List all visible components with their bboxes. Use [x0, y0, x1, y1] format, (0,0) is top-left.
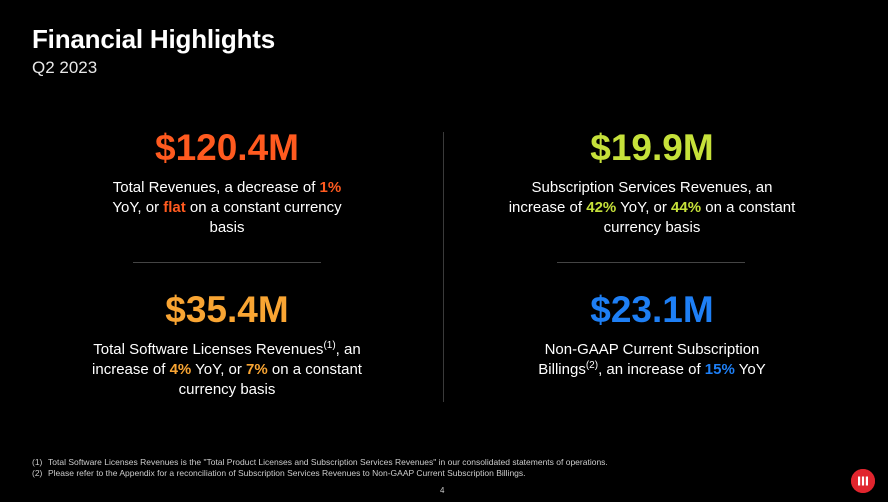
metric-description: Total Software Licenses Revenues(1), an …	[77, 340, 377, 400]
desc-text: on a constant currency basis	[185, 199, 342, 236]
footnote-number: (1)	[32, 457, 43, 467]
right-horizontal-divider	[557, 262, 745, 263]
desc-text: , an increase of	[598, 361, 705, 378]
footnote-2: (2) Please refer to the Appendix for a re…	[32, 468, 608, 479]
highlight-constant-currency: 7%	[246, 361, 268, 378]
metric-value: $35.4M	[165, 289, 289, 330]
footnote-ref: (1)	[323, 340, 336, 351]
desc-text: YoY	[734, 361, 766, 378]
footnotes: (1) Total Software Licenses Revenues is t…	[32, 457, 608, 479]
metric-value: $120.4M	[155, 127, 299, 168]
footnote-ref: (2)	[585, 360, 599, 371]
desc-text: on a constant currency basis	[603, 199, 796, 236]
metric-value: $23.1M	[590, 289, 714, 330]
footnote-text: Total Software Licenses Revenues is the …	[48, 457, 608, 467]
desc-text: , an increase of	[92, 341, 361, 378]
desc-text: Non-GAAP Current Subscription Billings	[538, 341, 760, 378]
metric-subscription-services: $19.9M Subscription Services Revenues, a…	[502, 128, 802, 238]
metric-value: $19.9M	[590, 127, 714, 168]
highlight-constant-currency: 44%	[671, 199, 702, 216]
microstrategy-logo-icon	[851, 469, 875, 493]
highlight-yoy: 15%	[704, 361, 735, 378]
metric-total-revenues: $120.4M Total Revenues, a decrease of 1%…	[77, 128, 377, 238]
highlight-yoy: 42%	[586, 199, 617, 216]
desc-text: Total Software Licenses Revenues	[93, 341, 324, 358]
vertical-divider	[443, 132, 444, 402]
metric-description: Subscription Services Revenues, an incre…	[502, 178, 802, 238]
footnote-text: Please refer to the Appendix for a recon…	[48, 468, 526, 478]
left-horizontal-divider	[133, 262, 321, 263]
metric-description: Total Revenues, a decrease of 1% YoY, or…	[77, 178, 377, 238]
desc-text: Subscription Services Revenues, an incre…	[508, 179, 773, 216]
desc-text: YoY, or	[616, 199, 672, 216]
highlight-yoy: 4%	[169, 361, 192, 378]
metric-billings: $23.1M Non-GAAP Current Subscription Bil…	[502, 290, 802, 380]
desc-text: on a constant currency basis	[178, 361, 362, 398]
footnote-number: (2)	[32, 468, 43, 478]
page-title: Financial Highlights	[32, 24, 276, 54]
highlight-decrease: 1%	[319, 179, 342, 196]
desc-text: Total Revenues, a decrease of	[112, 179, 320, 196]
desc-text: YoY, or	[191, 361, 247, 378]
metric-software-licenses: $35.4M Total Software Licenses Revenues(…	[77, 290, 377, 400]
desc-text: YoY, or	[112, 199, 164, 216]
page-number: 4	[440, 486, 445, 495]
metric-description: Non-GAAP Current Subscription Billings(2…	[502, 340, 802, 380]
highlight-constant-currency: flat	[163, 199, 186, 216]
footnote-1: (1) Total Software Licenses Revenues is t…	[32, 457, 608, 468]
page-subtitle: Q2 2023	[32, 58, 98, 77]
